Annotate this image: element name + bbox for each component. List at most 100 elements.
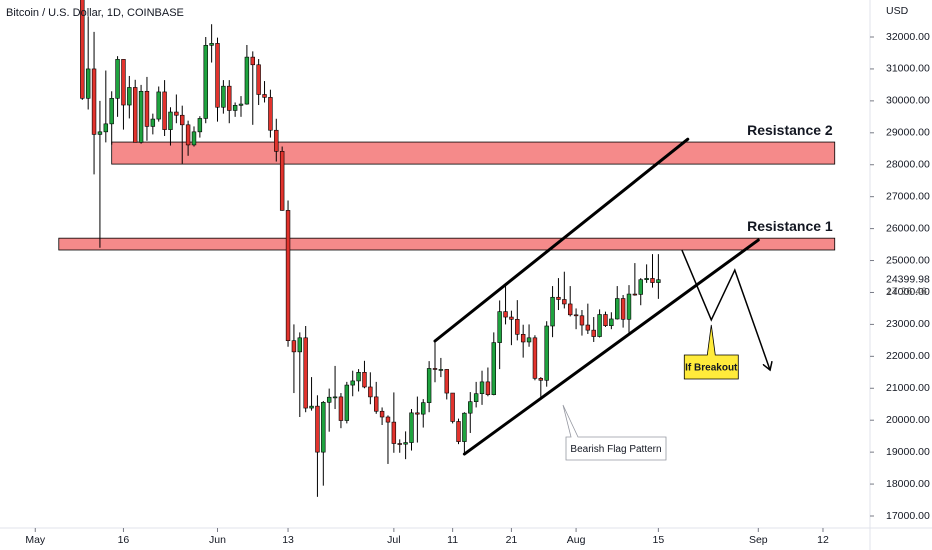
candle-body [338, 396, 344, 421]
candle-body [485, 381, 491, 395]
callout-box [683, 324, 739, 380]
callout-box [562, 404, 667, 461]
candle-body [374, 396, 379, 412]
candle-body [332, 396, 338, 399]
candle-body [144, 90, 150, 127]
x-tick-label: Aug [567, 534, 586, 546]
candle-body [85, 68, 91, 99]
candle-body [456, 421, 461, 442]
candle-body [567, 303, 573, 316]
candle-body [573, 314, 579, 317]
y-tick-label: 17000.00 [886, 510, 930, 522]
candle-body [538, 378, 544, 381]
candle-body [644, 278, 649, 280]
candle-body [97, 131, 103, 135]
x-tick-label: Jun [209, 534, 226, 546]
candle-body [562, 299, 567, 305]
x-tick-label: May [25, 534, 46, 546]
candle-body [638, 279, 643, 295]
resistance-zone [58, 237, 836, 251]
resistance-label: Resistance 1 [747, 218, 833, 234]
resistance-label: Resistance 2 [747, 122, 833, 138]
candle-body [556, 296, 561, 300]
candle-body [350, 380, 355, 386]
candle-body [227, 85, 232, 111]
candle-body [468, 401, 473, 414]
candle-body [597, 314, 602, 337]
y-tick-label: 27000.00 [886, 190, 930, 202]
candle-body [197, 118, 203, 133]
candle-body [215, 43, 220, 108]
candle-body [368, 386, 373, 398]
candle-body [138, 90, 144, 143]
x-tick-label: 12 [817, 534, 829, 546]
candle-body [132, 87, 138, 143]
candle-body [344, 384, 350, 421]
candle-body [362, 371, 367, 388]
candle-body [203, 45, 208, 119]
candle-body [656, 279, 661, 283]
candle-body [620, 298, 626, 320]
candle-body [297, 337, 303, 353]
candle-body [91, 68, 97, 135]
callout-text: Bearish Flag Pattern [570, 444, 661, 455]
candle-body [279, 151, 285, 211]
candle-body [309, 405, 314, 409]
candle-body [438, 369, 444, 371]
candle-body [315, 405, 320, 453]
candle-body [321, 402, 326, 453]
y-tick-label: 29000.00 [886, 127, 930, 139]
x-tick-label: 15 [653, 534, 665, 546]
candle-body [156, 91, 161, 120]
candle-body [209, 43, 214, 46]
y-tick-label: 31000.00 [886, 63, 930, 75]
candle-body [250, 56, 255, 66]
candle-body [421, 402, 426, 415]
candle-body [503, 311, 508, 318]
candle-body [191, 131, 197, 146]
candle-body [127, 87, 132, 106]
candle-body [632, 293, 638, 296]
y-tick-label: 30000.00 [886, 95, 930, 107]
x-tick-label: 11 [447, 534, 458, 546]
candle-body [238, 103, 244, 106]
plot-area [58, 0, 836, 497]
candle-body [274, 129, 279, 152]
candle-body [609, 318, 614, 326]
candle-body [473, 393, 479, 402]
countdown: 17:26:46 [886, 285, 927, 297]
candle-body [397, 443, 402, 445]
candle-body [403, 442, 408, 445]
candle-body [180, 114, 185, 126]
chart-title: Bitcoin / U.S. Dollar, 1D, COINBASE [6, 7, 184, 19]
y-tick-label: 23000.00 [886, 318, 930, 330]
x-tick-label: Jul [387, 534, 400, 546]
candle-body [532, 337, 538, 379]
candle-body [385, 416, 391, 423]
candle-body [303, 337, 308, 409]
candle-body [326, 396, 332, 403]
y-tick-label: 25000.00 [886, 254, 930, 266]
candle-body [626, 293, 632, 320]
candle-body [256, 64, 261, 95]
candle-body [115, 59, 120, 99]
last-price-label: 24399.98 [886, 273, 930, 285]
y-tick-label: 19000.00 [886, 446, 930, 458]
y-tick-label: 21000.00 [886, 382, 930, 394]
candle-body [591, 329, 596, 337]
channel-line [462, 238, 760, 456]
candle-body [150, 118, 156, 127]
x-tick-label: 16 [118, 534, 130, 546]
candle-body [550, 296, 555, 327]
candle-body [109, 98, 114, 125]
candle-body [244, 56, 250, 105]
candle-body [462, 412, 467, 442]
callout-text: If Breakout [685, 363, 738, 374]
candle-body [579, 315, 585, 326]
candle-body [356, 371, 361, 382]
candle-body [174, 111, 179, 116]
candle-body [650, 278, 655, 283]
candle-body [603, 314, 608, 326]
candle-body [491, 342, 496, 395]
